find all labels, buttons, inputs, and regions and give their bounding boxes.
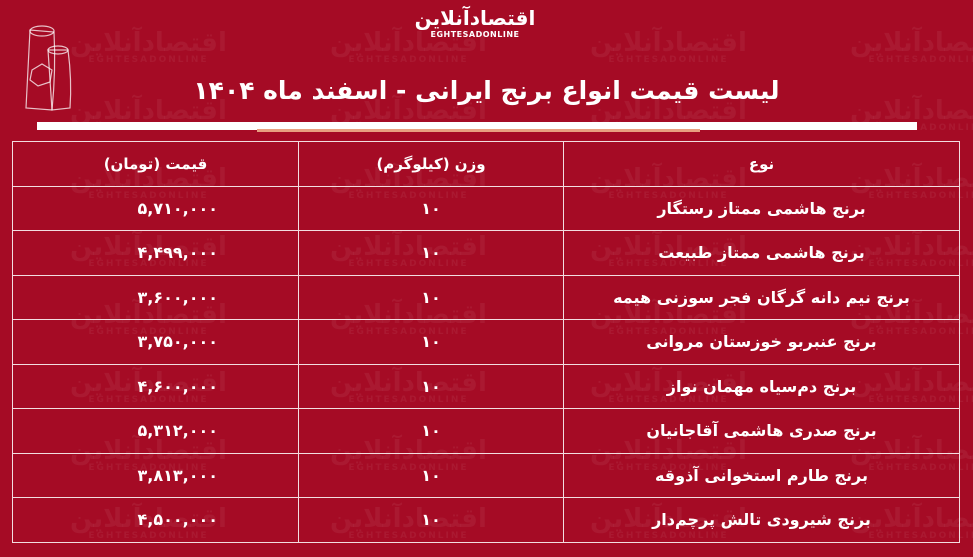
rice-type-cell: برنج دم‌سیاه مهمان نواز xyxy=(563,363,960,409)
price-cell: ۵,۳۱۲,۰۰۰ xyxy=(12,408,299,454)
table-row: برنج صدری هاشمی آقاجانیان ۱۰ ۵,۳۱۲,۰۰۰ xyxy=(12,408,960,454)
logo-persian: اقتصادآنلاین xyxy=(414,6,536,30)
price-cell: ۳,۷۵۰,۰۰۰ xyxy=(12,319,299,365)
weight-cell: ۱۰ xyxy=(298,452,564,498)
rice-type-cell: برنج صدری هاشمی آقاجانیان xyxy=(563,408,960,454)
title-divider xyxy=(37,122,917,130)
rice-type-cell: برنج هاشمی ممتاز طبیعت xyxy=(563,230,960,276)
rice-type-cell: برنج شیرودی تالش پرچم‌دار xyxy=(563,497,960,543)
price-cell: ۴,۵۰۰,۰۰۰ xyxy=(12,497,299,543)
weight-cell: ۱۰ xyxy=(298,230,564,276)
header-price: قیمت (تومان) xyxy=(12,141,299,187)
table-row: برنج طارم استخوانی آذوقه ۱۰ ۳,۸۱۳,۰۰۰ xyxy=(12,452,960,498)
rice-type-cell: برنج هاشمی ممتاز رستگار xyxy=(563,185,960,231)
rice-type-cell: برنج نیم دانه گرگان فجر سوزنی هیمه xyxy=(563,274,960,320)
table-row: برنج هاشمی ممتاز رستگار ۱۰ ۵,۷۱۰,۰۰۰ xyxy=(12,185,960,231)
logo-english: EGHTESADONLINE xyxy=(430,30,520,39)
price-cell: ۳,۸۱۳,۰۰۰ xyxy=(12,452,299,498)
table-row: برنج دم‌سیاه مهمان نواز ۱۰ ۴,۶۰۰,۰۰۰ xyxy=(12,363,960,409)
table-row: برنج هاشمی ممتاز طبیعت ۱۰ ۴,۴۹۹,۰۰۰ xyxy=(12,230,960,276)
weight-cell: ۱۰ xyxy=(298,319,564,365)
rice-sack-illustration xyxy=(25,25,72,111)
weight-cell: ۱۰ xyxy=(298,363,564,409)
table-header-row: نوع وزن (کیلوگرم) قیمت (تومان) xyxy=(12,141,960,187)
rice-type-cell: برنج عنبربو خوزستان مروانی xyxy=(563,319,960,365)
header-type: نوع xyxy=(563,141,960,187)
price-cell: ۴,۴۹۹,۰۰۰ xyxy=(12,230,299,276)
table-row: برنج شیرودی تالش پرچم‌دار ۱۰ ۴,۵۰۰,۰۰۰ xyxy=(12,497,960,543)
brand-logo: اقتصادآنلاین EGHTESADONLINE xyxy=(410,6,540,39)
rice-price-table: نوع وزن (کیلوگرم) قیمت (تومان) برنج هاشم… xyxy=(12,141,960,543)
weight-cell: ۱۰ xyxy=(298,274,564,320)
weight-cell: ۱۰ xyxy=(298,497,564,543)
price-cell: ۵,۷۱۰,۰۰۰ xyxy=(12,185,299,231)
price-cell: ۴,۶۰۰,۰۰۰ xyxy=(12,363,299,409)
title-accent-line xyxy=(257,129,700,132)
weight-cell: ۱۰ xyxy=(298,408,564,454)
header-weight: وزن (کیلوگرم) xyxy=(298,141,564,187)
rice-type-cell: برنج طارم استخوانی آذوقه xyxy=(563,452,960,498)
weight-cell: ۱۰ xyxy=(298,185,564,231)
table-row: برنج عنبربو خوزستان مروانی ۱۰ ۳,۷۵۰,۰۰۰ xyxy=(12,319,960,365)
price-cell: ۳,۶۰۰,۰۰۰ xyxy=(12,274,299,320)
page-title: لیست قیمت انواع برنج ایرانی - اسفند ماه … xyxy=(193,76,780,105)
table-row: برنج نیم دانه گرگان فجر سوزنی هیمه ۱۰ ۳,۶۰… xyxy=(12,274,960,320)
